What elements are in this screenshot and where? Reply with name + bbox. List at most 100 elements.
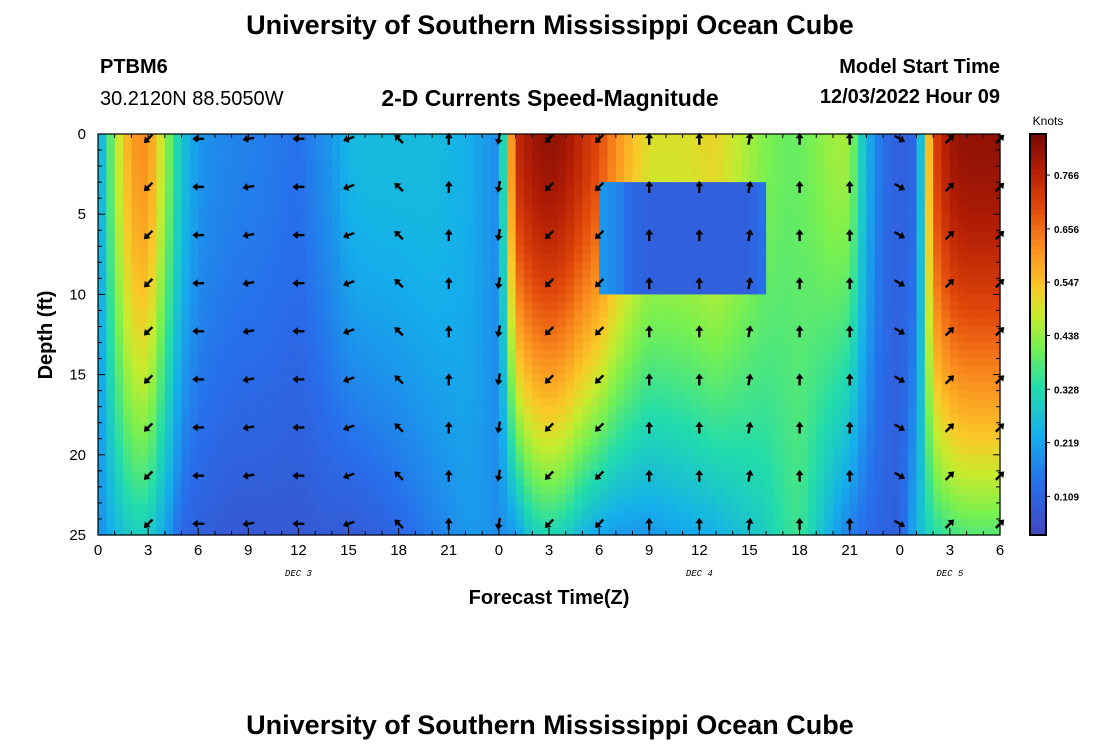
heatmap-cell (782, 422, 792, 432)
heatmap-cell (248, 350, 258, 360)
heatmap-cell (866, 142, 876, 151)
heatmap-cell (131, 190, 141, 199)
heatmap-cell (640, 518, 650, 528)
heatmap-cell (123, 302, 133, 312)
heatmap-cell (807, 166, 817, 175)
heatmap-cell (632, 246, 642, 255)
heatmap-cell (423, 358, 433, 368)
heatmap-cell (106, 398, 116, 408)
heatmap-cell (223, 142, 233, 151)
heatmap-cell (782, 462, 792, 472)
heatmap-cell (791, 326, 801, 336)
heatmap-cell (807, 302, 817, 312)
heatmap-cell (189, 158, 199, 167)
heatmap-cell (699, 526, 709, 536)
heatmap-cell (832, 510, 842, 520)
heatmap-cell (189, 270, 199, 279)
heatmap-cell (482, 302, 492, 312)
heatmap-cell (173, 134, 183, 143)
heatmap-cell (665, 278, 675, 287)
heatmap-cell (866, 182, 876, 191)
heatmap-cell (448, 518, 458, 528)
heatmap-cell (732, 390, 742, 400)
heatmap-cell (891, 278, 901, 287)
heatmap-cell (298, 382, 308, 392)
heatmap-cell (774, 326, 784, 336)
heatmap-cell (540, 270, 550, 279)
heatmap-cell (599, 430, 609, 440)
heatmap-cell (323, 262, 333, 271)
heatmap-cell (807, 142, 817, 151)
heatmap-cell (540, 518, 550, 528)
heatmap-cell (173, 502, 183, 512)
heatmap-cell (373, 294, 383, 304)
heatmap-cell (590, 134, 600, 143)
heatmap-cell (498, 414, 508, 424)
heatmap-cell (649, 214, 659, 223)
heatmap-cell (690, 286, 700, 295)
heatmap-cell (131, 334, 141, 344)
heatmap-cell (432, 278, 442, 287)
heatmap-cell (323, 246, 333, 255)
heatmap-cell (98, 230, 107, 239)
heatmap-cell (256, 430, 266, 440)
heatmap-cell (231, 326, 241, 336)
heatmap-cell (824, 262, 834, 271)
heatmap-cell (173, 358, 183, 368)
heatmap-cell (899, 518, 909, 528)
heatmap-cell (415, 422, 425, 432)
heatmap-cell (457, 358, 467, 368)
heatmap-cell (473, 510, 483, 520)
heatmap-cell (849, 350, 859, 360)
heatmap-cell (924, 438, 934, 448)
heatmap-cell (206, 326, 216, 336)
heatmap-cell (799, 142, 809, 151)
heatmap-cell (849, 390, 859, 400)
heatmap-cell (640, 230, 650, 239)
heatmap-cell (348, 222, 358, 231)
heatmap-cell (206, 150, 216, 159)
heatmap-cell (741, 318, 751, 328)
heatmap-cell (348, 206, 358, 215)
heatmap-cell (214, 158, 224, 167)
heatmap-cell (665, 462, 675, 472)
heatmap-cell (106, 342, 116, 352)
heatmap-cell (440, 350, 450, 360)
heatmap-cell (816, 174, 826, 183)
heatmap-cell (123, 238, 133, 247)
heatmap-cell (231, 150, 241, 159)
heatmap-cell (432, 478, 442, 488)
heatmap-cell (373, 206, 383, 215)
heatmap-cell (565, 158, 575, 167)
heatmap-cell (223, 326, 233, 336)
heatmap-cell (390, 478, 400, 488)
heatmap-cell (732, 222, 742, 231)
heatmap-cell (181, 190, 191, 199)
heatmap-cell (565, 510, 575, 520)
heatmap-cell (741, 406, 751, 416)
heatmap-cell (448, 134, 458, 143)
heatmap-cell (365, 206, 375, 215)
heatmap-cell (532, 294, 542, 304)
heatmap-cell (716, 462, 725, 472)
heatmap-cell (173, 254, 183, 263)
heatmap-cell (523, 446, 533, 456)
heatmap-cell (106, 502, 116, 512)
heatmap-cell (924, 342, 934, 352)
heatmap-cell (340, 270, 350, 279)
heatmap-cell (649, 454, 659, 464)
heatmap-cell (365, 414, 375, 424)
heatmap-cell (407, 510, 416, 520)
heatmap-cell (256, 478, 266, 488)
heatmap-cell (916, 182, 926, 191)
heatmap-cell (632, 254, 642, 263)
heatmap-cell (356, 222, 366, 231)
heatmap-cell (557, 262, 567, 271)
heatmap-cell (290, 446, 300, 456)
heatmap-cell (749, 438, 759, 448)
heatmap-cell (256, 270, 266, 279)
heatmap-cell (908, 494, 918, 504)
heatmap-cell (440, 366, 450, 376)
heatmap-cell (523, 310, 533, 320)
heatmap-cell (423, 182, 433, 191)
